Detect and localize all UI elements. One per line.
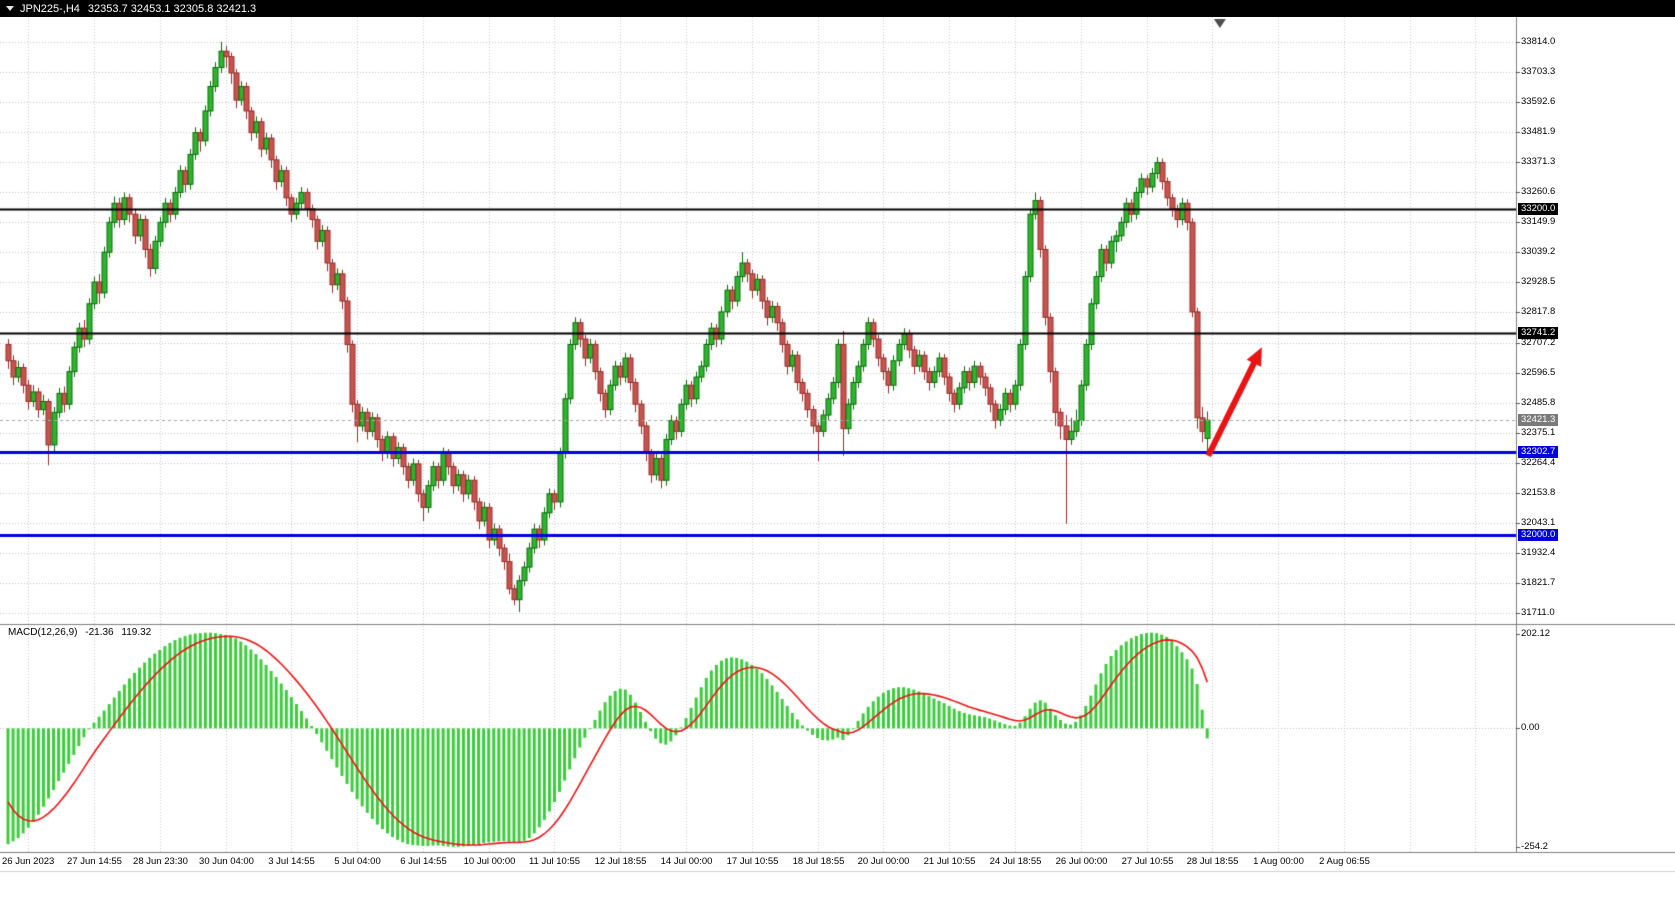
macd-main-value: -21.36: [85, 627, 114, 638]
chart-ohlc-values: 32353.7 32453.1 32305.8 32421.3: [87, 2, 257, 15]
symbol-dropdown-icon[interactable]: [6, 6, 14, 11]
chart-title-bar: JPN225-,H4 32353.7 32453.1 32305.8 32421…: [0, 0, 1675, 17]
time-axis-strip[interactable]: [0, 852, 1516, 870]
macd-name: MACD(12,26,9): [8, 627, 78, 638]
chart-symbol-timeframe: JPN225-,H4: [20, 2, 80, 15]
macd-signal-value: 119.32: [121, 627, 152, 638]
macd-indicator-label: MACD(12,26,9) -21.36 119.32: [8, 627, 156, 638]
price-axis-strip[interactable]: [1516, 17, 1576, 852]
